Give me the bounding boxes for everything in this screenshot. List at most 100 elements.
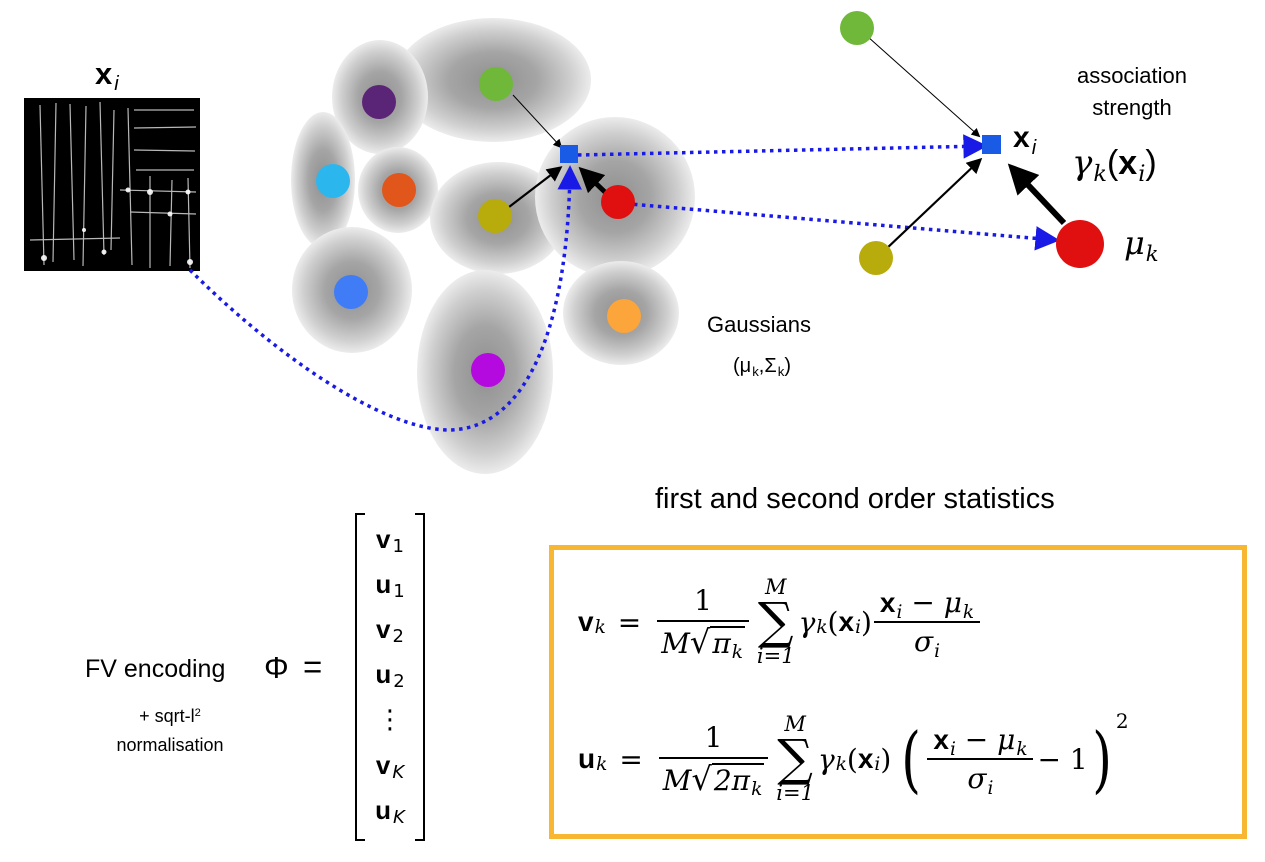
formula-u-close: ): [880, 742, 892, 776]
vector-entry-sub: 2: [392, 626, 404, 648]
formula-u-frac-den: σ: [967, 762, 987, 795]
formula-u-power: 2: [1115, 709, 1129, 733]
formula-u-big-close: ): [1091, 717, 1112, 801]
cluster-center-purple: [362, 85, 396, 119]
vector-entry-sub: 1: [393, 581, 405, 603]
vector-entry-sub: 1: [392, 536, 404, 558]
medium-arrow: [508, 166, 563, 208]
formula-v-eq: =: [617, 605, 642, 639]
normalisation-line1: + sqrt-l: [139, 706, 195, 726]
gamma-open: (: [1106, 144, 1119, 182]
vector-entry-sub: K: [393, 806, 405, 828]
formula-v-frac-x: x: [879, 586, 896, 618]
normalisation-line2: normalisation: [116, 735, 224, 755]
formula-u-gamma: γ: [817, 742, 835, 776]
formula-v-x-sub: i: [855, 617, 861, 639]
point-label-sub: i: [1031, 137, 1037, 159]
thick-arrow: [1007, 163, 1067, 226]
formula-u-den-in-sub: k: [751, 779, 763, 801]
formula-u-big-open: (: [901, 717, 922, 801]
mean-label: μk: [1124, 224, 1159, 266]
formula-v-gamma-sub: k: [816, 617, 828, 639]
vector-entry-sub: K: [392, 761, 405, 783]
cluster-center-olive: [478, 199, 512, 233]
association-label: association strength: [1052, 60, 1212, 124]
gamma-sub: k: [1093, 161, 1107, 188]
formula-u-frac: xi − μk σi: [927, 722, 1034, 798]
cluster-center-orange: [607, 299, 641, 333]
formula-u-num: 1: [704, 721, 723, 755]
formula-v-open: (: [827, 605, 839, 639]
flow-path-patch-to-space: [188, 165, 582, 432]
formula-u-frac-den-sub: i: [987, 777, 994, 799]
formula-u-lhs-sub: k: [596, 754, 608, 776]
flow-path-mean-to-zoom: [617, 201, 1060, 251]
vector-entry-base: u: [375, 794, 392, 825]
zoom-center-green: [840, 11, 874, 45]
formula-u-lhs: u: [578, 743, 596, 774]
param-mu-sub: k: [752, 364, 759, 380]
stats-title: first and second order statistics: [655, 483, 1055, 515]
formula-u-gamma-sub: k: [835, 754, 847, 776]
mean-label-sub: k: [1145, 240, 1159, 266]
cluster-center-cyan: [316, 164, 350, 198]
formula-v-frac-mu: μ: [943, 585, 962, 619]
param-sigma-sub: k: [777, 364, 785, 380]
fv-label: FV encoding: [85, 655, 226, 683]
formula-v-den-m: M: [661, 626, 690, 660]
param-sigma: Σ: [764, 355, 777, 377]
formula-v-sum-symbol: ∑: [757, 592, 794, 651]
formula-u-frac-x-sub: i: [949, 738, 956, 760]
formula-u-x: x: [857, 743, 874, 774]
formula-v-frac-minus: −: [902, 585, 944, 619]
gaussians-label: Gaussians: [707, 312, 811, 337]
point-label-base: x: [1013, 121, 1030, 154]
gamma-symbol: γ: [1072, 143, 1093, 183]
cluster-centers: [316, 67, 641, 387]
formula-v-den-in-sub: k: [731, 642, 743, 664]
cluster-center-blue: [334, 275, 368, 309]
formula-u-open: (: [846, 742, 858, 776]
cluster-center-green: [479, 67, 513, 101]
normalisation-label: + sqrt-l2 normalisation: [95, 703, 245, 758]
phi-symbol: Φ: [264, 650, 289, 685]
formula-box: [549, 545, 1247, 839]
vector-entry-base: u: [375, 659, 392, 690]
zoom-center-olive: [859, 241, 893, 275]
phi-equals: =: [303, 648, 323, 685]
vector-entry-base: v: [376, 614, 391, 645]
cluster-center-red: [601, 185, 635, 219]
formula-u-sum-upper: M: [784, 712, 806, 737]
formula-v-sum-upper: M: [765, 575, 787, 600]
zoom-association: [840, 11, 1104, 275]
formula-v-x: x: [838, 606, 855, 637]
flow-path-point-to-zoom: [577, 134, 988, 159]
formula-u-frac-minus: −: [955, 722, 998, 756]
formula-v-sum: M ∑ i=1: [757, 577, 795, 667]
formula-v-close: ): [860, 605, 872, 639]
formula-u-coef: 1 M √ 2πk: [658, 721, 769, 800]
medium-arrow: [884, 157, 983, 251]
normalisation-sup: 2: [194, 706, 201, 719]
image-patch-icon: [24, 98, 200, 271]
formula-u-frac-mu-sub: k: [1016, 738, 1028, 760]
descriptor-point-icon: [560, 145, 578, 163]
vector-entry-base: ⋮: [377, 705, 403, 736]
formula-v-frac: xi − μk σi: [873, 585, 981, 661]
association-line1: association: [1076, 63, 1188, 88]
formula-v-lhs: v: [578, 606, 594, 637]
gamma-label: γk(xi): [1072, 143, 1157, 187]
image-label-base: x: [95, 56, 113, 91]
formula-v-den-in: π: [712, 626, 731, 660]
formula-v-gamma: γ: [798, 605, 816, 639]
thin-arrow: [857, 27, 981, 138]
